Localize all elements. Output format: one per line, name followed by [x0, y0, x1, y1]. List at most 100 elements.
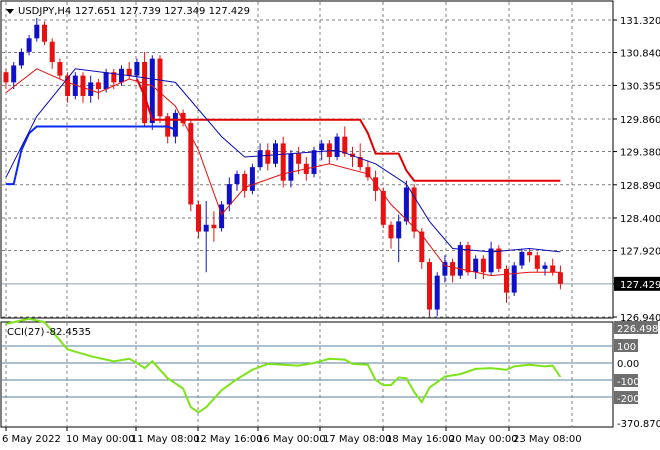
candles: [3, 17, 563, 317]
price-tick-label: 129.380: [620, 148, 660, 159]
price-axis[interactable]: 131.320 130.840 130.355 129.860 129.380 128.8…: [613, 16, 660, 324]
cci-tick-label: -200: [617, 394, 640, 405]
cci-tick-label: -100: [617, 377, 640, 388]
symbol-timeframe: USDJPY,H4: [18, 6, 71, 17]
time-label: 18 May 16:00: [386, 434, 455, 445]
candle-body: [419, 231, 425, 263]
time-label: 12 May 16:00: [194, 434, 263, 445]
candle-body: [450, 262, 456, 276]
cci-panel[interactable]: [0, 321, 614, 428]
cci-indicator: [5, 317, 562, 414]
time-label: 6 May 2022: [2, 434, 61, 445]
candle-body: [26, 38, 32, 52]
time-label: 16 May 00:00: [257, 434, 326, 445]
time-label: 11 May 08:00: [131, 434, 200, 445]
candle-body: [219, 204, 225, 229]
candle-body: [226, 184, 232, 205]
price-tick-label: 127.920: [620, 247, 660, 258]
candle-body: [442, 262, 448, 276]
candle-body: [527, 251, 533, 256]
candle-body: [111, 72, 117, 83]
candle-body: [249, 167, 255, 191]
candle-body: [203, 224, 209, 232]
trailing-level-red: [135, 78, 561, 182]
candle-body: [65, 75, 71, 96]
candle-body: [434, 275, 440, 310]
candle-body: [480, 258, 486, 273]
candle-body: [296, 153, 302, 164]
candle-body: [504, 268, 509, 293]
candle-body: [157, 58, 163, 117]
candle-body: [403, 187, 409, 222]
candle-body: [242, 173, 248, 191]
cci-value: -82.4535: [46, 327, 91, 338]
candle-body: [427, 262, 432, 310]
candle-body: [103, 72, 109, 90]
trailing-level-blue: [6, 125, 176, 186]
time-label: 17 May 08:00: [323, 434, 392, 445]
candle-body: [411, 187, 417, 232]
dropdown-arrow-icon[interactable]: [6, 9, 14, 14]
candle-body: [188, 123, 194, 205]
time-label: 10 May 00:00: [66, 434, 135, 445]
ohlc-values: 127.651 127.739 127.349 127.429: [75, 6, 250, 17]
candle-body: [142, 62, 148, 124]
price-tick-label: 130.355: [620, 81, 660, 92]
candle-body: [511, 265, 517, 293]
cci-tick-label: 0.00: [617, 359, 639, 370]
candle-body: [18, 51, 24, 66]
candle-body: [265, 150, 271, 164]
candle-body: [88, 82, 94, 96]
candle-body: [542, 265, 548, 269]
cci-level-tag: [614, 339, 638, 352]
candle-body: [334, 136, 340, 157]
candle-body: [365, 167, 371, 178]
grid: [2, 2, 612, 426]
candle-body: [3, 72, 9, 83]
candle-body: [465, 245, 471, 273]
candle-body: [42, 24, 47, 42]
price-tick-label: 129.860: [620, 115, 660, 126]
price-tick-label: 128.400: [620, 214, 660, 225]
indicator-levels: [2, 283, 612, 398]
price-tick-label: 128.890: [620, 181, 660, 192]
candle-body: [257, 150, 263, 168]
candle-body: [180, 112, 186, 124]
cci-tick-label: 100: [617, 342, 636, 353]
price-tick-label: 131.320: [620, 16, 660, 27]
candle-body: [326, 143, 332, 157]
candle-body: [457, 245, 463, 276]
candle-body: [311, 150, 317, 174]
cci-label: CCI(27): [7, 327, 45, 338]
candle-body: [234, 173, 240, 185]
candle-body: [126, 68, 132, 76]
candle-body: [388, 224, 394, 239]
cci-tick-label: 226.4983: [617, 324, 660, 335]
candle-body: [380, 190, 386, 225]
cci-line: [5, 317, 562, 414]
candle-body: [357, 156, 363, 168]
candle-body: [273, 143, 278, 164]
candle-body: [119, 68, 124, 83]
candle-body: [319, 143, 325, 151]
time-label: 23 May 08:00: [513, 434, 582, 445]
candle-body: [342, 136, 348, 154]
candle-body: [519, 251, 525, 266]
candle-body: [196, 204, 201, 232]
candle-body: [134, 62, 140, 76]
price-tick-label: 130.840: [620, 49, 660, 60]
candle-body: [80, 75, 86, 96]
candle-body: [473, 258, 479, 273]
candle-body: [534, 255, 540, 269]
candle-body: [280, 143, 286, 181]
moving-average-blue: [5, 68, 561, 253]
candle-body: [34, 24, 40, 39]
candle-body: [288, 153, 294, 181]
candle-body: [149, 58, 155, 124]
overlays: [5, 68, 561, 277]
price-panel[interactable]: [0, 0, 614, 319]
